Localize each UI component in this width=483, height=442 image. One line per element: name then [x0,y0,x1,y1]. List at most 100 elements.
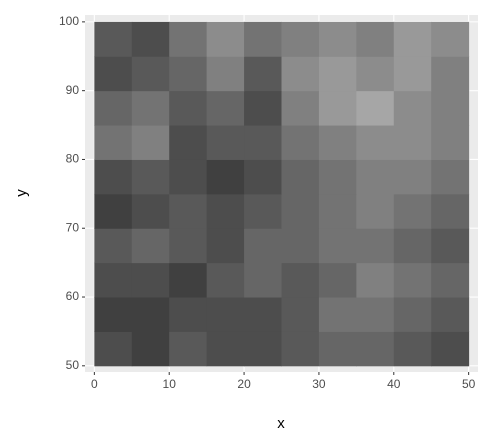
raster-cell [169,56,207,91]
raster-cell [282,56,320,91]
raster-cell [132,125,170,160]
x-tick-label: 40 [387,377,401,391]
raster-cell [244,56,282,91]
raster-cell [169,159,207,194]
raster-cell [356,297,394,332]
raster-cell [132,159,170,194]
raster-cell [431,91,469,126]
raster-cell [94,22,132,57]
y-tick-label: 50 [66,358,80,372]
raster-cell [282,194,320,229]
raster-cell [431,56,469,91]
raster-cell [244,263,282,298]
raster-cell [431,159,469,194]
raster-cell [207,194,245,229]
raster-cell [394,56,432,91]
raster-cell [282,125,320,160]
raster-cell [132,91,170,126]
raster-cell [394,297,432,332]
raster-cell [244,331,282,366]
raster-cell [169,22,207,57]
raster-cell [356,159,394,194]
raster-cell [94,263,132,298]
y-axis-title: y [13,189,30,197]
raster-cell [431,297,469,332]
x-tick-label: 0 [91,377,98,391]
raster-cell [356,125,394,160]
y-tick-label: 70 [66,220,80,234]
raster-cell [356,22,394,57]
raster-cell [207,228,245,263]
y-tick-label: 60 [66,289,80,303]
raster-cell [394,228,432,263]
raster-cell [94,297,132,332]
raster-cell [319,22,357,57]
raster-cell [207,91,245,126]
raster-cell [94,125,132,160]
raster-cell [282,91,320,126]
raster-cell [319,297,357,332]
x-tick-label: 20 [237,377,251,391]
raster-cell [132,228,170,263]
raster-cell [431,22,469,57]
raster-cell [94,331,132,366]
raster-cell [394,263,432,298]
raster-cell [207,297,245,332]
raster-cell [207,125,245,160]
raster-cell [132,263,170,298]
raster-cell [244,91,282,126]
raster-cell [356,91,394,126]
raster-cell [94,159,132,194]
raster-cell [207,22,245,57]
raster-cell [244,228,282,263]
raster-cell [132,194,170,229]
raster-cell [244,159,282,194]
raster-cell [169,331,207,366]
raster-cell [244,194,282,229]
raster-cell [169,194,207,229]
raster-cell [319,91,357,126]
x-tick-label: 10 [163,377,177,391]
raster-cell [394,194,432,229]
x-tick-label: 50 [462,377,476,391]
raster-cell [94,56,132,91]
raster-cell [207,331,245,366]
raster-cell [94,91,132,126]
raster-cell [319,228,357,263]
raster-cell [356,331,394,366]
x-tick-label: 30 [312,377,326,391]
raster-cell [356,263,394,298]
raster-cell [319,331,357,366]
raster-cell [207,263,245,298]
raster-cell [94,228,132,263]
raster-cell [169,263,207,298]
raster-cell [431,263,469,298]
raster-cell [319,263,357,298]
raster-cell [431,331,469,366]
raster-cell [169,125,207,160]
raster-cell [394,331,432,366]
raster-cell [132,297,170,332]
raster-cell [356,56,394,91]
raster-cell [319,159,357,194]
raster-cell [244,22,282,57]
raster-cell [132,22,170,57]
raster-cell [282,22,320,57]
raster-cell [282,297,320,332]
raster-cell [132,56,170,91]
raster-cell [132,331,170,366]
y-tick-label: 100 [59,14,79,28]
raster-cell [282,159,320,194]
raster-cell [394,22,432,57]
raster-cell [169,91,207,126]
y-tick-label: 80 [66,152,80,166]
raster-cell [282,263,320,298]
raster-cell [282,228,320,263]
raster-cell [394,159,432,194]
raster-cell [207,56,245,91]
raster-cell [431,228,469,263]
raster-cell [394,125,432,160]
raster-cell [169,228,207,263]
raster-cell [319,125,357,160]
raster-cell [282,331,320,366]
